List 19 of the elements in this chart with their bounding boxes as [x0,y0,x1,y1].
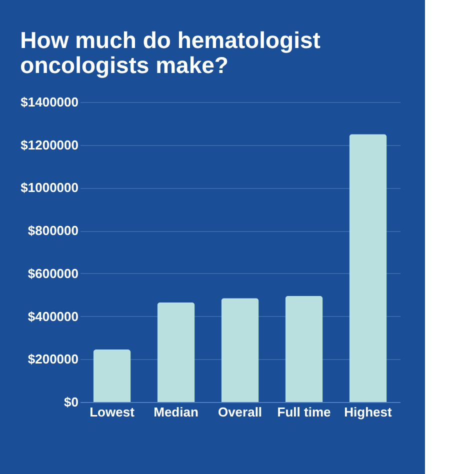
x-tick-label: Overall [218,404,262,420]
y-tick-label: $600000 [28,266,78,281]
y-tick-label: $200000 [28,352,78,367]
y-tick-label: $1200000 [20,137,78,152]
bar [221,298,259,402]
bar [349,134,387,402]
x-tick-label: Median [154,404,198,420]
y-tick-label: $800000 [28,223,78,238]
x-tick-label: Highest [344,404,393,420]
x-tick-label: Lowest [90,404,136,420]
x-tick-label: Full time [277,404,331,420]
bar [157,302,195,402]
bar [93,350,131,402]
y-tick-label: $0 [64,394,78,410]
y-tick-label: $400000 [28,308,78,324]
y-tick-label: $1000000 [20,180,78,196]
bar [285,296,323,402]
chart-title: How much do hematologist oncologists make? [20,27,321,78]
y-tick-label: $1400000 [20,94,78,110]
